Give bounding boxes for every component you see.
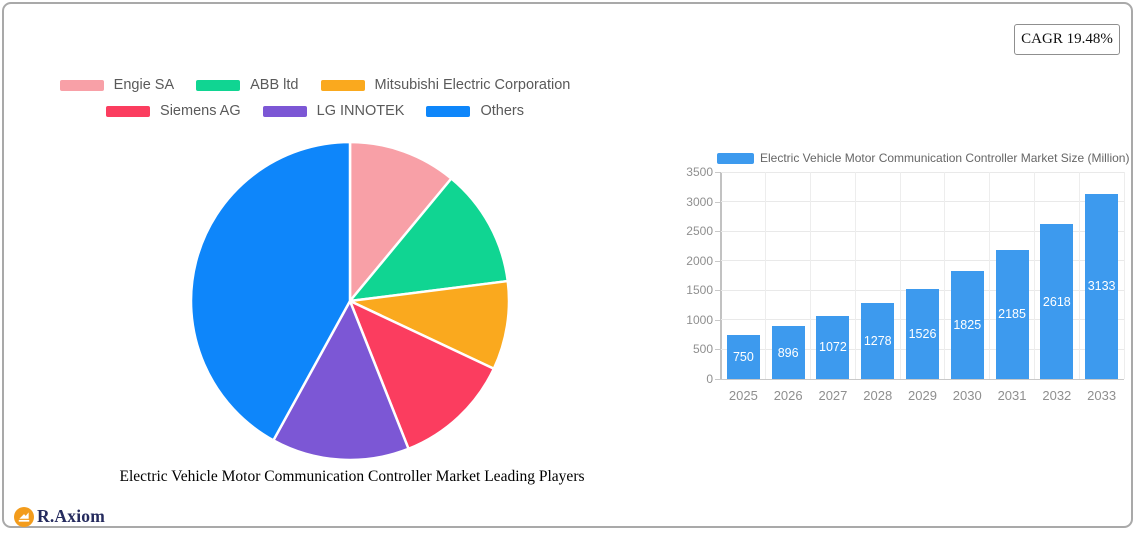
gridline-x-1 [765,172,767,379]
bar-value-2027: 1072 [819,340,847,355]
pie-chart-title: Electric Vehicle Motor Communication Con… [119,468,585,485]
brand-name: R.Axiom [37,506,105,526]
legend-label-siemens-ag: Siemens AG [160,103,241,119]
bar-2030: 1825 [950,271,984,379]
gridline-y-2000 [721,260,1124,262]
legend-swatch-siemens-ag [106,105,151,117]
gridline-x-6 [989,172,991,379]
gridline-x-5 [944,172,946,379]
pie-slice-siemens-ag [348,299,496,451]
legend-item-mitsubishi-electric-corporation[interactable]: Mitsubishi Electric Corporation [320,77,571,93]
gridline-x-9 [1123,172,1125,379]
gridline-x-2 [810,172,812,379]
bar-value-2025: 750 [732,349,754,364]
pie-slice-lg-innotek [272,299,410,462]
y-tick-mark-1000 [715,319,720,321]
bar-2027: 1072 [816,315,850,379]
legend-swatch-abb-ltd [196,79,241,91]
bar-value-2028: 1278 [863,334,892,349]
y-tick-mark-3500 [715,172,720,173]
legend-label-lg-innotek: LG INNOTEK [316,103,405,119]
legend-swatch-mitsubishi-electric-corporation [320,79,365,91]
legend-swatch-others [426,105,471,117]
pie-slice-mitsubishi-electric-corporation [348,279,511,370]
legend-item-siemens-ag[interactable]: Siemens AG [106,103,241,119]
gridline-y-3000 [721,201,1124,203]
bar-legend[interactable]: Electric Vehicle Motor Communication Con… [717,151,1129,165]
legend-item-others[interactable]: Others [426,103,524,119]
x-axis-line [720,378,1124,380]
y-tick-label-2000: 2000 [686,253,713,268]
report-card: CAGR 19.48% Engie SA ABB ltd Mitsubishi El… [2,2,1133,528]
gridline-y-2500 [721,230,1124,232]
legend-item-lg-innotek[interactable]: LG INNOTEK [262,103,405,119]
gridline-x-4 [899,172,901,379]
legend-label-engie-sa: Engie SA [113,77,175,93]
legend-label-abb-ltd: ABB ltd [250,77,299,93]
legend-swatch-lg-innotek [262,105,307,117]
pie-legend-row-2: Siemens AG LG INNOTEK Others [4,103,626,119]
pie-slice-others [189,140,352,442]
x-tick-label-2031: 2031 [997,388,1027,403]
x-tick-label-2033: 2033 [1087,388,1117,403]
bar-value-2031: 2185 [998,307,1026,322]
y-tick-mark-500 [715,349,720,351]
y-tick-mark-0 [715,379,720,380]
legend-item-engie-sa[interactable]: Engie SA [59,77,175,93]
y-tick-label-0: 0 [706,372,713,386]
y-tick-mark-1500 [715,290,720,292]
y-tick-mark-2000 [715,260,720,262]
gridline-x-8 [1078,172,1080,379]
x-tick-label-2032: 2032 [1042,388,1072,403]
y-tick-label-500: 500 [692,342,713,357]
bar-value-2032: 2618 [1042,294,1071,309]
growth-chart-icon [14,506,34,527]
x-tick-label-2027: 2027 [818,388,848,403]
pie-slice-abb-ltd [348,177,509,303]
pie-legend: Engie SA ABB ltd Mitsubishi Electric Corpo… [4,77,626,129]
gridline-y-3500 [721,171,1124,173]
brand-logo: R.Axiom [14,506,105,527]
legend-swatch-engie-sa [59,79,104,91]
cagr-badge: CAGR 19.48% [1014,24,1120,55]
x-tick-label-2028: 2028 [863,388,893,403]
bar-value-2029: 1526 [908,326,937,341]
legend-item-abb-ltd[interactable]: ABB ltd [196,77,299,93]
bar-value-2030: 1825 [953,318,982,333]
y-tick-mark-3000 [715,201,720,203]
y-tick-label-1500: 1500 [686,283,713,298]
x-tick-label-2025: 2025 [728,388,758,403]
y-tick-label-2500: 2500 [686,224,713,239]
pie-slice-engie-sa [348,140,453,303]
bar-value-2033: 3133 [1087,279,1116,294]
y-tick-mark-2500 [715,231,720,233]
cagr-label: CAGR 19.48% [1021,31,1113,47]
gridline-x-3 [854,172,856,379]
bar-2025: 750 [726,334,760,379]
x-tick-label-2030: 2030 [952,388,982,403]
bar-2029: 1526 [906,288,939,379]
bar-value-2026: 896 [777,345,799,360]
bar-2026: 896 [771,326,805,379]
y-tick-label-3500: 3500 [686,165,713,179]
bar-2033: 3133 [1085,193,1119,379]
bar-2032: 2618 [1040,224,1074,379]
legend-label-mitsubishi-electric-corporation: Mitsubishi Electric Corporation [374,77,571,93]
legend-label-others: Others [480,103,524,119]
pie-legend-row-1: Engie SA ABB ltd Mitsubishi Electric Corpo… [4,77,626,93]
y-tick-label-1000: 1000 [686,312,713,327]
y-axis-line [720,172,722,379]
bar-legend-swatch [717,152,754,164]
bar-2031: 2185 [995,249,1029,379]
x-tick-label-2026: 2026 [773,388,803,403]
pie-chart [189,140,511,462]
x-tick-label-2029: 2029 [908,388,937,403]
bar-legend-label: Electric Vehicle Motor Communication Con… [760,151,1130,165]
bar-chart-plot-area: 750 896 1072 1278 1526 1825 2185 2618 3133 [720,171,1125,380]
gridline-x-7 [1033,172,1035,379]
y-tick-label-3000: 3000 [686,194,713,209]
bar-2028: 1278 [861,303,895,379]
